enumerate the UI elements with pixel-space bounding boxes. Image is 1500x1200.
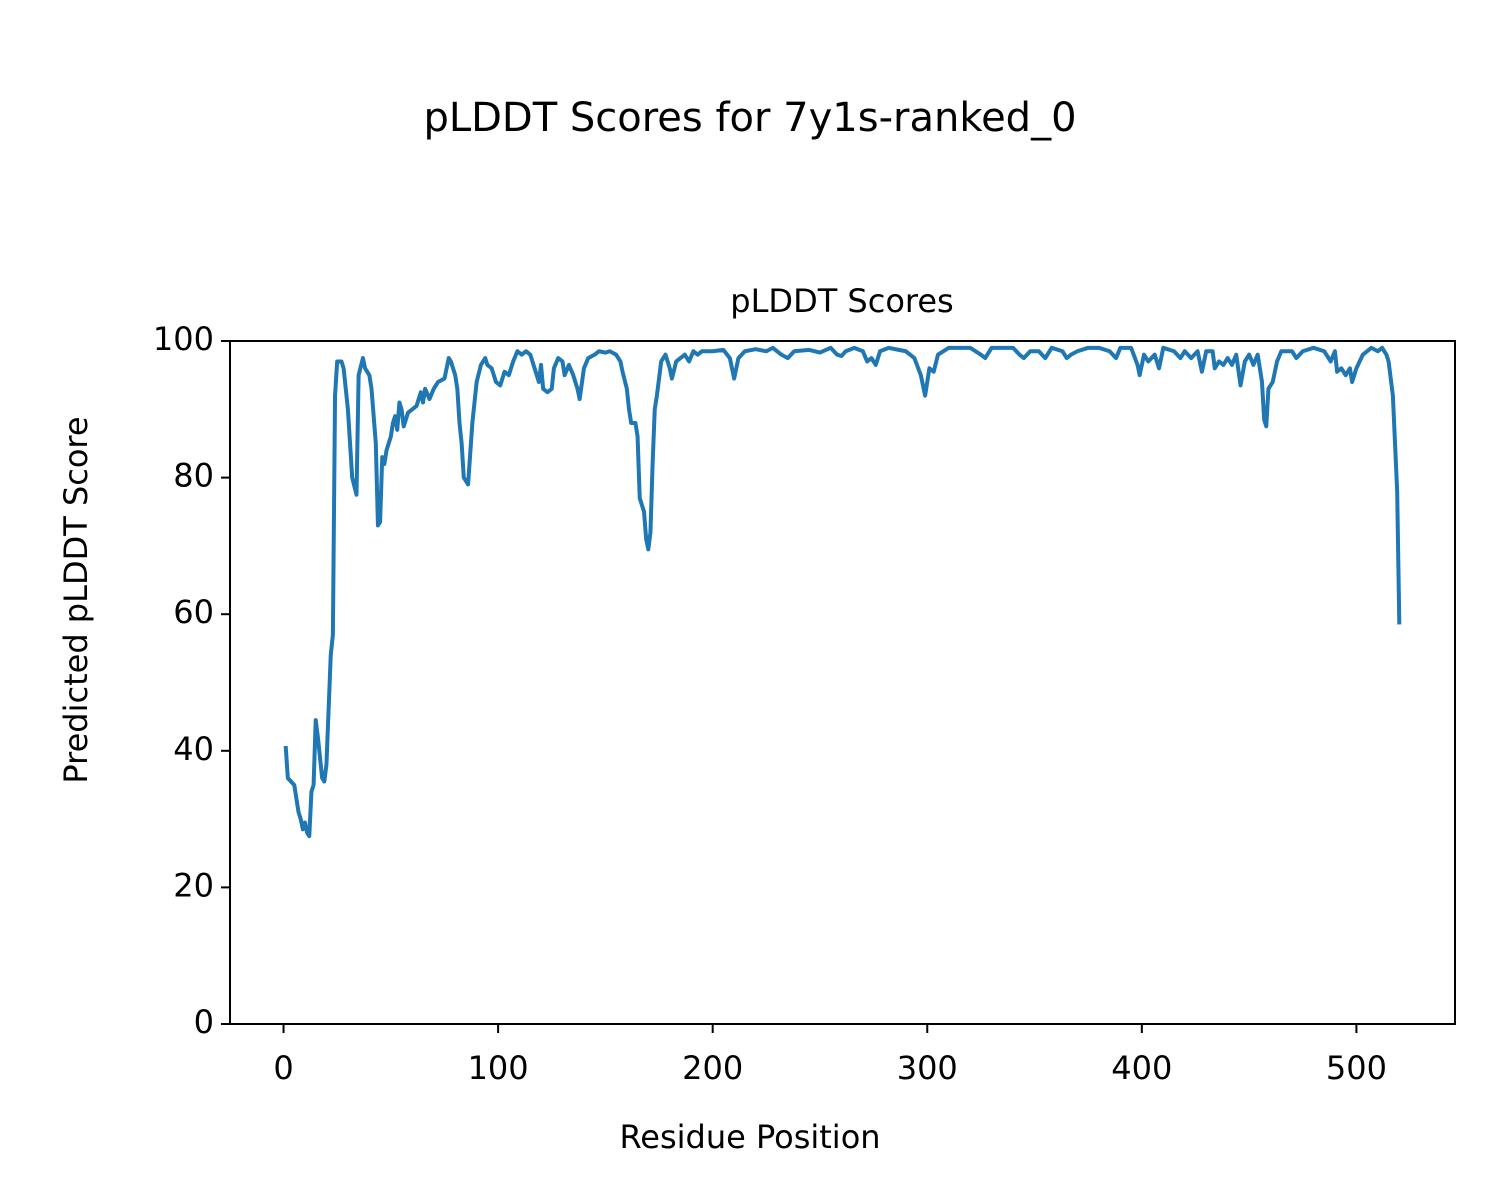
chart-title: pLDDT Scores for 7y1s-ranked_0 [423,95,1076,141]
data-line [283,345,1402,839]
x-axis-label: Residue Position [619,1118,880,1156]
y-axis-label: Predicted pLDDT Score [57,416,95,783]
y-tick-label: 0 [194,1003,214,1041]
x-tick-label: 300 [897,1049,958,1087]
y-tick-label: 40 [173,730,214,768]
plot-area [283,345,1402,839]
y-tick-label: 80 [173,457,214,495]
x-tick-label: 200 [682,1049,743,1087]
y-tick-label: 100 [153,320,214,358]
x-tick-label: 0 [273,1049,293,1087]
axes-frame [229,340,1456,1025]
x-tick-label: 500 [1326,1049,1387,1087]
chart-subtitle: pLDDT Scores [730,282,953,320]
x-tick-label: 400 [1111,1049,1172,1087]
y-tick-label: 60 [173,593,214,631]
y-tick-label: 20 [173,866,214,904]
x-tick-label: 100 [468,1049,529,1087]
